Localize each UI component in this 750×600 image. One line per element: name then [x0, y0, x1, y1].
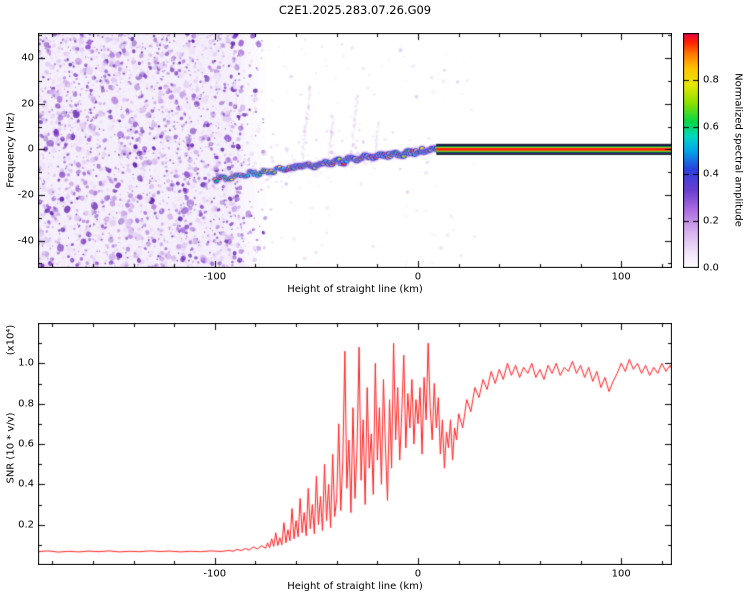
- snr-ylabel: SNR (10 * v/v): [5, 412, 17, 484]
- snr-y-tick-label: 0.4: [18, 478, 34, 490]
- colorbar-label: Normalized spectral amplitude: [732, 73, 744, 227]
- figure-title: C2E1.2025.283.07.26.G09: [278, 3, 432, 17]
- snr-x-tick-label: -100: [203, 568, 227, 580]
- colorbar-tick-label: 0.6: [703, 121, 719, 133]
- spec-y-tick-label: -20: [17, 189, 34, 201]
- spectrogram-canvas: [38, 33, 672, 268]
- spec-y-tick-label: 0: [27, 143, 34, 155]
- spec-x-tick-label: 0: [414, 271, 422, 283]
- spec-x-tick-label: -100: [203, 271, 227, 283]
- snr-x-tick-label: 0: [414, 568, 422, 580]
- colorbar-canvas: [683, 33, 699, 268]
- snr-canvas: [38, 323, 672, 565]
- spectrogram-ylabel: Frequency (Hz): [5, 112, 17, 188]
- snr-y-tick-label: 0.2: [18, 519, 34, 531]
- snr-x-tick-label: 100: [611, 568, 631, 580]
- spec-y-tick-label: 20: [21, 98, 34, 110]
- spec-y-tick-label: -40: [17, 235, 34, 247]
- colorbar-tick-label: 0.0: [703, 262, 719, 274]
- colorbar-tick-label: 0.8: [703, 74, 719, 86]
- snr-y-tick-label: 0.6: [18, 438, 34, 450]
- spec-y-tick-label: 40: [21, 52, 34, 64]
- spectrogram-xlabel: Height of straight line (km): [287, 284, 423, 295]
- spec-x-tick-label: 100: [611, 271, 631, 283]
- colorbar-tick-label: 0.4: [703, 168, 719, 180]
- snr-xlabel: Height of straight line (km): [287, 581, 423, 592]
- snr-y-tick-label: 0.8: [18, 398, 34, 410]
- snr-y-tick-label: 1.0: [18, 357, 34, 369]
- snr-yscale-note: (x10⁴): [5, 324, 17, 356]
- colorbar-tick-label: 0.2: [703, 215, 719, 227]
